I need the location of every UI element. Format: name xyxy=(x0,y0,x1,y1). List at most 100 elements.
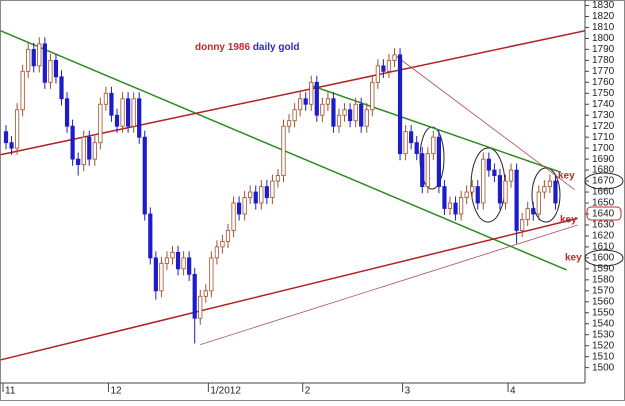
candle-body xyxy=(298,98,303,111)
candle-body xyxy=(414,142,419,155)
candle-body xyxy=(225,230,231,242)
y-tick-label: 1640 xyxy=(592,209,615,220)
candle-body xyxy=(103,92,108,105)
candle-body xyxy=(353,103,358,122)
y-tick-label: 1500 xyxy=(592,362,615,373)
candle-body xyxy=(109,92,114,116)
x-tick-label: 12 xyxy=(110,386,122,397)
candle-body xyxy=(425,153,430,187)
y-tick-label: 1700 xyxy=(592,143,615,154)
candle-body xyxy=(386,59,392,72)
candle-body xyxy=(159,262,164,292)
candle-body xyxy=(453,202,458,215)
y-tick-label: 1530 xyxy=(592,329,615,340)
y-tick-label: 1540 xyxy=(592,318,615,329)
y-tick-label: 1680 xyxy=(592,165,615,176)
title-part: donny 1986 xyxy=(195,42,250,53)
candle-body xyxy=(242,197,247,215)
candle-body xyxy=(542,186,547,193)
y-tick-label: 1770 xyxy=(592,66,615,77)
candle-body xyxy=(192,273,197,319)
y-tick-label: 1670 xyxy=(592,176,615,187)
chart-title: donny 1986 daily gold xyxy=(195,42,299,53)
candle-body xyxy=(397,54,403,155)
x-tick-label: 2 xyxy=(305,386,311,397)
candle-body xyxy=(403,131,408,155)
y-tick-label: 1630 xyxy=(592,220,615,231)
candle-body xyxy=(336,114,342,127)
y-tick-label: 1750 xyxy=(592,88,615,99)
title-part: daily gold xyxy=(253,42,300,53)
candle-body xyxy=(325,98,331,105)
candle-body xyxy=(87,136,92,160)
candle-body xyxy=(59,76,64,100)
y-tick-label: 1810 xyxy=(592,22,615,33)
candle-body xyxy=(126,98,131,127)
candle-body xyxy=(53,59,59,78)
candle-body xyxy=(42,43,47,83)
y-tick-label: 1660 xyxy=(592,187,615,198)
y-tick-label: 1620 xyxy=(592,231,615,242)
y-tick-label: 1730 xyxy=(592,110,615,121)
candle-body xyxy=(458,197,464,215)
candle-body xyxy=(220,241,225,248)
candle-body xyxy=(98,103,103,144)
candle-body xyxy=(270,180,275,198)
candle-body xyxy=(370,81,375,111)
candle-body xyxy=(553,180,558,204)
candle-body xyxy=(514,169,519,231)
candle-body xyxy=(187,257,192,275)
candle-body xyxy=(520,219,525,231)
candle-body xyxy=(253,191,258,204)
candle-body xyxy=(486,158,491,171)
candle-body xyxy=(309,81,314,105)
candle-body xyxy=(364,109,369,127)
candle-body xyxy=(503,180,508,204)
y-tick-label: 1580 xyxy=(592,274,615,285)
candle-body xyxy=(148,213,153,259)
x-tick-label: 3 xyxy=(405,386,411,397)
candle-body xyxy=(181,257,186,270)
candle-body xyxy=(492,169,497,176)
candle-body xyxy=(331,98,336,127)
y-tick-label: 1790 xyxy=(592,44,615,55)
candle-body xyxy=(26,48,31,72)
y-tick-label: 1570 xyxy=(592,285,615,296)
candle-body xyxy=(547,180,553,187)
x-tick-label: 4 xyxy=(510,386,516,397)
candle-body xyxy=(259,186,264,204)
candle-body xyxy=(153,257,158,292)
candle-body xyxy=(497,175,503,204)
candle-body xyxy=(37,43,42,67)
candle-body xyxy=(342,109,347,116)
x-tick-label: 11 xyxy=(5,386,16,397)
candle-body xyxy=(214,246,219,259)
candle-body xyxy=(531,208,536,215)
y-tick-label: 1800 xyxy=(592,33,615,44)
candle-body xyxy=(209,257,214,292)
candle-body xyxy=(70,125,75,160)
candle-body xyxy=(142,136,147,215)
trend-line xyxy=(394,54,576,191)
candle-body xyxy=(3,131,9,144)
candle-body xyxy=(347,109,353,122)
y-tick-label: 1720 xyxy=(592,121,615,132)
candle-body xyxy=(76,158,81,166)
candle-body xyxy=(525,208,530,220)
candle-body xyxy=(314,81,319,116)
candle-body xyxy=(175,252,181,270)
candle-body xyxy=(48,59,53,83)
y-tick-label: 1740 xyxy=(592,99,615,110)
candle-body xyxy=(264,186,269,198)
candle-body xyxy=(470,186,475,193)
candle-body xyxy=(464,191,469,198)
candle-body xyxy=(248,191,253,198)
candle-body xyxy=(164,257,170,264)
y-tick-label: 1520 xyxy=(592,340,615,351)
candle-body xyxy=(431,136,436,155)
candle-body xyxy=(359,103,364,127)
candle-body xyxy=(392,54,397,61)
plot-area xyxy=(0,29,585,361)
candle-body xyxy=(114,114,120,127)
